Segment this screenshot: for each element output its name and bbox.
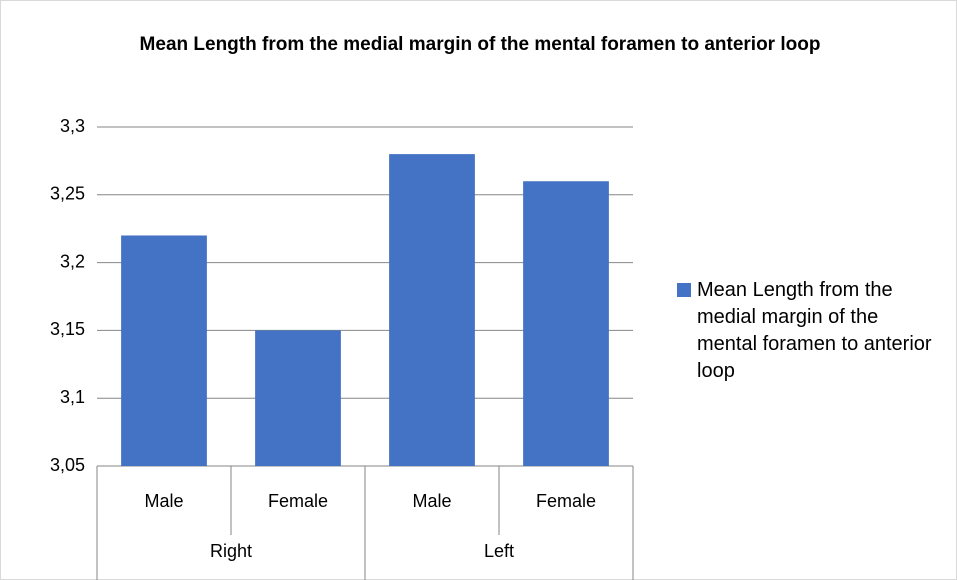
bar bbox=[389, 154, 475, 466]
x-tick-label: Female bbox=[536, 491, 596, 511]
x-tick-label: Male bbox=[144, 491, 183, 511]
x-tick-label: Female bbox=[268, 491, 328, 511]
group-label: Left bbox=[484, 541, 514, 561]
y-tick-label: 3,25 bbox=[50, 184, 85, 204]
y-tick-label: 3,1 bbox=[60, 387, 85, 407]
y-tick-label: 3,2 bbox=[60, 251, 85, 271]
legend-swatch bbox=[677, 283, 691, 297]
bar bbox=[255, 330, 341, 466]
y-tick-label: 3,15 bbox=[50, 319, 85, 339]
y-tick-label: 3,3 bbox=[60, 116, 85, 136]
bar bbox=[121, 235, 207, 466]
bar bbox=[523, 181, 609, 467]
x-tick-label: Male bbox=[412, 491, 451, 511]
chart-title: Mean Length from the medial margin of th… bbox=[140, 34, 821, 55]
group-label: Right bbox=[210, 541, 252, 561]
y-tick-label: 3,05 bbox=[50, 455, 85, 475]
legend-label: Mean Length from the medial margin of the… bbox=[697, 279, 932, 382]
